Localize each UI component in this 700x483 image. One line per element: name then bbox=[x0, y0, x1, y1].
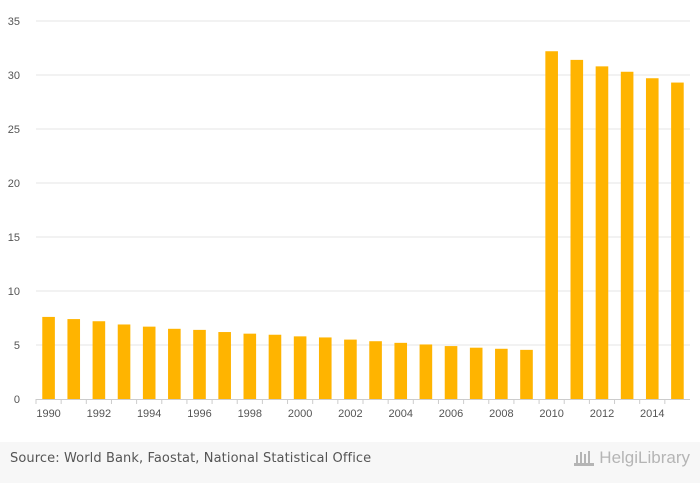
library-building-icon bbox=[574, 451, 595, 466]
bar-1990 bbox=[42, 316, 55, 399]
bar-1998 bbox=[243, 333, 257, 399]
bar-2000 bbox=[293, 336, 307, 399]
x-tick-label: 2014 bbox=[640, 408, 664, 420]
bar-2006 bbox=[444, 346, 458, 399]
x-tick-label: 1990 bbox=[36, 408, 60, 420]
y-tick-label: 35 bbox=[8, 16, 20, 28]
bar-2004 bbox=[394, 342, 408, 399]
x-tick-label: 2002 bbox=[338, 408, 362, 420]
y-tick-label: 15 bbox=[8, 232, 20, 244]
bar-2003 bbox=[369, 341, 382, 399]
bar-2013 bbox=[620, 71, 634, 399]
bar-1993 bbox=[117, 324, 131, 399]
bar-2007 bbox=[469, 347, 483, 399]
bar-1996 bbox=[193, 329, 206, 399]
x-axis: 1990 1992 1994 1996 1998 2000 2002 2004 2006 2008… bbox=[35, 399, 666, 420]
bar-2002 bbox=[344, 339, 357, 399]
bar-2001 bbox=[318, 337, 332, 399]
x-tick-label: 1992 bbox=[87, 408, 111, 420]
bar-1997 bbox=[218, 332, 231, 399]
bar-2005 bbox=[419, 344, 433, 399]
y-tick-label: 5 bbox=[14, 340, 20, 352]
x-tick-label: 1996 bbox=[187, 408, 211, 420]
y-tick-label: 20 bbox=[8, 178, 20, 190]
bar-2011 bbox=[570, 59, 584, 399]
bar-2015 bbox=[671, 82, 684, 399]
y-tick-label: 30 bbox=[8, 70, 20, 82]
bar-2008 bbox=[495, 348, 508, 399]
bar-1992 bbox=[92, 321, 106, 399]
x-tick-label: 2006 bbox=[439, 408, 463, 420]
bar-chart: 0 5 10 15 20 25 30 35 1990 1992 1994 1996 1998 2000 2… bbox=[8, 16, 690, 420]
grid-lines bbox=[36, 20, 690, 346]
bar-2012 bbox=[595, 66, 609, 400]
x-tick-label: 2008 bbox=[489, 408, 513, 420]
y-tick-label: 10 bbox=[8, 286, 20, 298]
source-note: Source: World Bank, Faostat, National St… bbox=[10, 451, 372, 466]
bar-2009 bbox=[520, 349, 533, 399]
y-tick-label: 25 bbox=[8, 124, 20, 136]
bars bbox=[42, 51, 684, 400]
x-tick-label: 2000 bbox=[288, 408, 312, 420]
bar-1991 bbox=[67, 319, 81, 399]
bar-1999 bbox=[268, 334, 282, 399]
y-tick-label: 0 bbox=[14, 394, 20, 406]
bar-1995 bbox=[168, 328, 181, 399]
logo-text: HelgiLibrary bbox=[599, 448, 690, 467]
bar-2010 bbox=[545, 51, 558, 400]
x-tick-label: 2012 bbox=[590, 408, 614, 420]
y-axis: 0 5 10 15 20 25 30 35 bbox=[8, 16, 20, 406]
x-tick-label: 1998 bbox=[238, 408, 262, 420]
x-tick-label: 1994 bbox=[137, 408, 161, 420]
x-tick-label: 2004 bbox=[388, 408, 412, 420]
helgi-library-logo: HelgiLibrary bbox=[573, 448, 690, 468]
bar-2014 bbox=[645, 78, 659, 400]
bar-1994 bbox=[142, 326, 156, 399]
chart-footer: Source: World Bank, Faostat, National St… bbox=[0, 442, 700, 483]
x-tick-label: 2010 bbox=[539, 408, 563, 420]
